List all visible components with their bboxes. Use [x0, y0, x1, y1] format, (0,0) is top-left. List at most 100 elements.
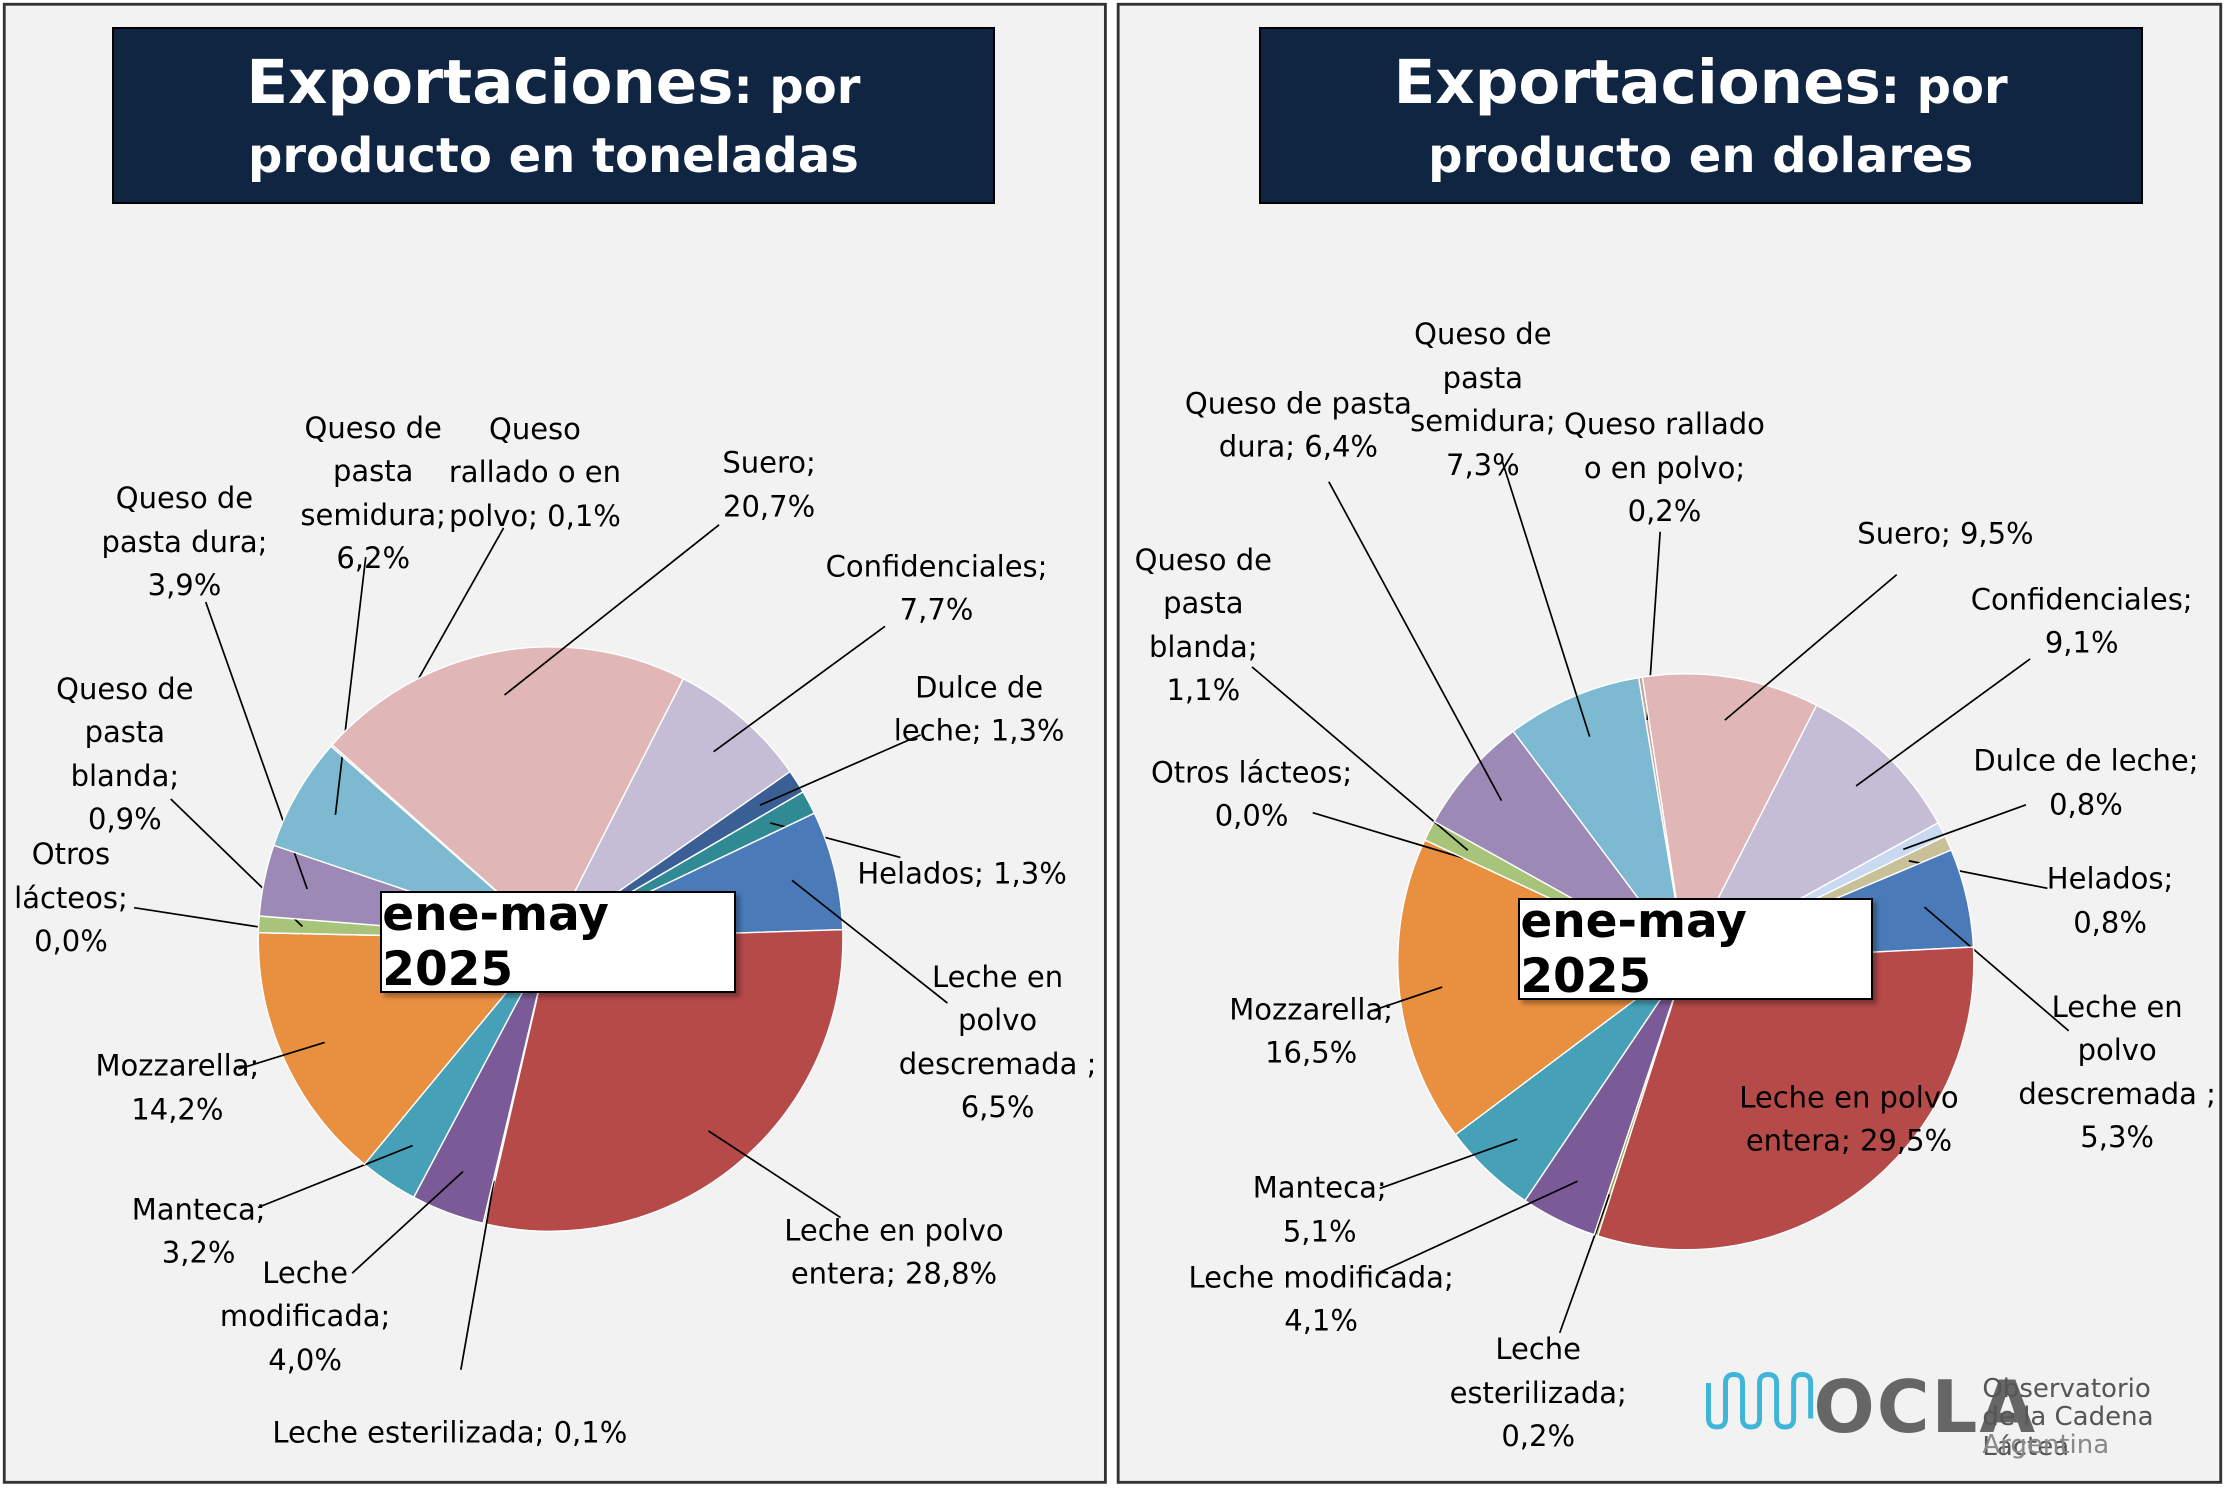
value-label: 0,1%	[547, 498, 621, 533]
value-label: 20,7%	[723, 489, 816, 524]
logo-wave	[1705, 1372, 1814, 1430]
leader-line	[1328, 481, 1503, 802]
leader-line	[334, 556, 367, 815]
data-label: Manteca; 5,1%	[1227, 1167, 1411, 1254]
value-label: 14,2%	[131, 1092, 224, 1127]
leader-line	[1312, 811, 1465, 860]
category-name: Manteca;	[1252, 1170, 1387, 1205]
pie-slice	[1641, 673, 1818, 965]
leader-line	[713, 625, 886, 753]
data-label: Suero; 9,5%	[1825, 512, 2066, 556]
category-name: Otros lácteos;	[1150, 755, 1353, 790]
leader-line	[1855, 658, 2031, 787]
chart-title: Exportaciones: por producto en toneladas	[154, 42, 953, 189]
period-label: ene-may 2025	[1518, 894, 1874, 1004]
leader-line	[791, 879, 948, 1004]
category-name: Confidenciales;	[825, 549, 1048, 584]
leader-line	[1378, 1180, 1578, 1274]
value-label: 7,3%	[1446, 447, 1520, 482]
data-label: Queso de pasta semidura; 6,2%	[288, 407, 458, 581]
leader-line	[351, 1170, 464, 1274]
period-label: ene-may 2025	[380, 887, 737, 997]
data-label: Otros lácteos; 0,0%	[0, 833, 149, 964]
data-label: Mozzarella; 16,5%	[1212, 988, 1411, 1075]
data-label: Dulce de leche; 0,8%	[1951, 740, 2221, 827]
leader-line	[1371, 986, 1443, 1012]
category-name: Dulce de leche;	[893, 670, 1044, 748]
data-label: Manteca; 3,2%	[114, 1188, 284, 1275]
category-name: Suero;	[722, 445, 816, 480]
value-label: 0,8%	[2049, 787, 2123, 822]
leader-line	[504, 524, 720, 696]
value-label: 5,1%	[1282, 1214, 1357, 1249]
category-name: Mozzarella;	[1229, 992, 1394, 1027]
category-name: Queso de pasta blanda;	[56, 671, 194, 793]
leader-line	[257, 1144, 413, 1209]
logo-line: Observatorio	[1982, 1373, 2151, 1404]
data-label: Queso de pasta blanda; 1,1%	[1118, 539, 1288, 713]
value-label: 0,9%	[88, 802, 162, 837]
value-label: 3,9%	[147, 567, 222, 602]
leader-line	[1251, 666, 1469, 851]
pie-slice	[331, 646, 685, 941]
pie-slice	[1596, 946, 1975, 1251]
value-label: ; 6,5%	[960, 1046, 1097, 1125]
pie-slice	[1512, 676, 1687, 963]
category-name: Leche en polvo descremada	[2018, 989, 2197, 1111]
category-name: Helados;	[2046, 861, 2174, 896]
data-label: Queso de pasta blanda; 0,9%	[40, 668, 210, 842]
category-name: Confidenciales;	[1970, 582, 2193, 617]
data-label: Confidenciales; 7,7%	[802, 545, 1072, 632]
category-name: Queso de pasta dura;	[101, 480, 268, 559]
category-name: Queso rallado o en polvo;	[448, 411, 622, 533]
chart-title-box: Exportaciones: por producto en dolares	[1258, 26, 2143, 205]
value-label: 28,8%	[904, 1256, 998, 1291]
category-name: Mozzarella;	[95, 1048, 260, 1083]
data-label: Leche modificada; 4,1%	[1165, 1256, 1477, 1343]
leader-line	[238, 1041, 325, 1070]
value-label: 1,3%	[993, 856, 1067, 891]
value-label: 0,2%	[1501, 1419, 1576, 1454]
value-label: 6,4%	[1304, 429, 1378, 464]
category-name: Dulce de leche;	[1973, 743, 2199, 778]
category-name: Manteca;	[131, 1192, 266, 1227]
leader-line	[707, 1130, 842, 1219]
value-label: 1,3%	[990, 713, 1065, 748]
value-label: 7,7%	[899, 592, 974, 627]
chart-title: Exportaciones	[1393, 47, 1881, 119]
data-label: Queso de pasta semidura; 7,3%	[1391, 313, 1575, 487]
data-label: Leche esterilizada; 0,1%	[237, 1411, 663, 1455]
data-label: Queso de pasta dura; 6,4%	[1164, 382, 1434, 469]
leader-line	[759, 734, 921, 806]
pie-slice	[272, 745, 552, 940]
data-label: Leche esterilizada; 0,2%	[1425, 1328, 1652, 1459]
category-name: Leche en polvo entera;	[784, 1213, 1004, 1291]
data-label: Queso de pasta dura; 3,9%	[92, 477, 276, 608]
chart-title: Exportaciones	[246, 47, 734, 119]
category-name: Suero;	[1857, 515, 1951, 550]
leader-line	[1724, 573, 1898, 721]
leader-line	[1902, 804, 2027, 851]
leader-line	[1379, 1138, 1518, 1190]
data-label: Queso rallado o en polvo; 0,1%	[436, 407, 635, 538]
pie-slice	[1684, 704, 1940, 964]
category-name: Leche en polvo entera;	[1739, 1080, 1959, 1158]
data-label: Otros lácteos; 0,0%	[1124, 751, 1379, 838]
logo-name: OCLA	[1813, 1365, 2038, 1450]
value-label: 0,0%	[1214, 798, 1289, 833]
value-label: 3,2%	[161, 1235, 236, 1270]
value-label: 0,0%	[34, 923, 108, 958]
leader-line	[460, 1180, 495, 1370]
data-label: Leche en polvo descremada ; 6,5%	[891, 956, 1104, 1130]
category-name: Leche esterilizada;	[1449, 1332, 1627, 1410]
category-name: Leche en polvo descremada	[898, 959, 1078, 1081]
data-label: Suero; 20,7%	[691, 442, 847, 529]
data-label: Confidenciales; 9,1%	[1947, 578, 2217, 665]
data-label: Helados; 1,3%	[841, 852, 1082, 896]
pie-slice	[484, 928, 844, 1232]
leader-line	[1923, 906, 2070, 1032]
value-label: 0,8%	[2073, 905, 2147, 940]
data-label: Leche en polvo descremada ; 5,3%	[2011, 986, 2224, 1160]
